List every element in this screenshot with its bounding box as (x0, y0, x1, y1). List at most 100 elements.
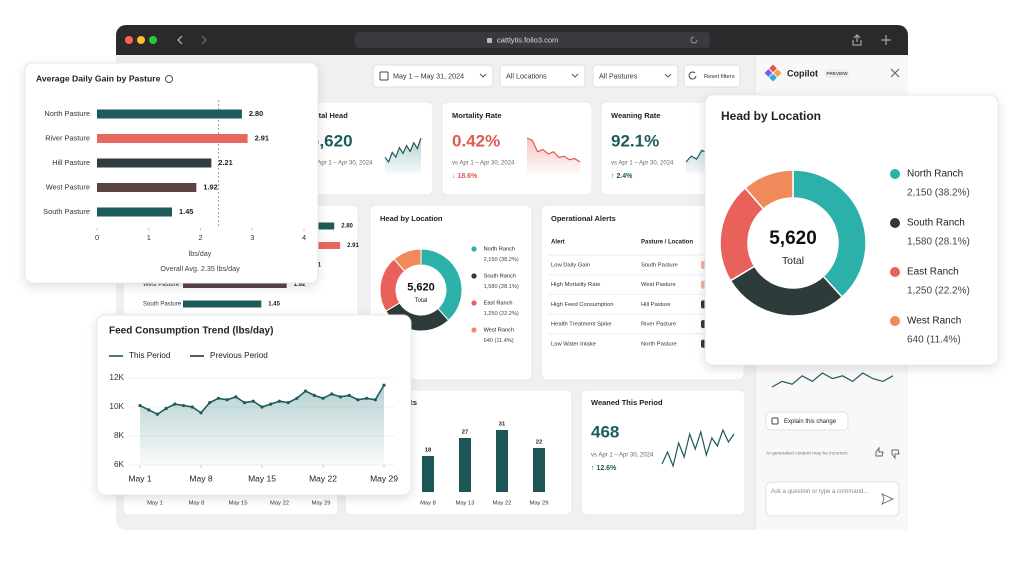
card (580, 389, 746, 516)
bar (422, 456, 434, 492)
point (373, 398, 377, 402)
x-tick-label: 3 (250, 233, 254, 242)
value-label: 1.92 (294, 282, 306, 288)
legend-dot (471, 327, 477, 333)
alert-location: South Pasture (641, 263, 678, 269)
filter-dropdown[interactable] (499, 64, 586, 88)
value-label: 1.45 (179, 207, 193, 216)
legend-label: North Ranch (907, 169, 963, 180)
legend-value: 1,250 (22.2%) (907, 286, 970, 297)
card-title: Weaned This Period (591, 398, 663, 407)
legend-label: East Ranch (484, 300, 513, 306)
share[interactable] (852, 34, 862, 46)
legend-label: East Ranch (907, 267, 959, 278)
point (338, 395, 343, 399)
url-bar[interactable] (355, 32, 710, 48)
send-icon[interactable] (881, 493, 895, 505)
x-tick-label: May 29 (311, 501, 330, 507)
zoom-dot[interactable] (149, 36, 157, 44)
point (347, 393, 351, 397)
x-tick-label: May 15 (248, 473, 276, 483)
badge-text: PREVIEW (826, 71, 848, 76)
new-tab[interactable] (881, 35, 891, 45)
chevron (664, 73, 672, 78)
point (147, 408, 151, 412)
point (216, 396, 221, 400)
point (269, 402, 273, 406)
card-title: Head by Location (380, 214, 443, 223)
kpi-compare: vs Apr 1 – Apr 30, 2024 (310, 161, 373, 167)
point (138, 403, 142, 408)
alert-name: High Mortality Rate (551, 282, 600, 288)
category-label: West Pasture (143, 282, 180, 288)
chart-title: Average Daily Gain by Pasture (36, 73, 161, 83)
reload[interactable] (690, 36, 698, 44)
info-icon (165, 75, 173, 83)
legend-value: 2,150 (38.2%) (907, 188, 970, 199)
point (164, 406, 168, 411)
kpi-compare: vs Apr 1 – Apr 30, 2024 (611, 161, 674, 167)
point (286, 401, 290, 405)
chevron (479, 73, 487, 78)
filter-text: All Pastures (599, 71, 638, 80)
point (242, 401, 247, 405)
explain-icon (771, 417, 779, 425)
bar (183, 281, 287, 288)
bar (97, 134, 248, 143)
thumb-up[interactable] (875, 446, 884, 457)
y-tick-label: 12K (109, 373, 124, 382)
point (190, 405, 194, 409)
legend-value: 1,580 (28.1%) (907, 237, 970, 248)
donut-total: 5,620 (407, 282, 435, 294)
x-tick-label: May 15 (228, 501, 247, 507)
forward[interactable] (201, 35, 207, 45)
legend-label: Previous Period (210, 351, 268, 360)
point (234, 395, 238, 399)
legend-dot (890, 316, 900, 326)
value-label: 31 (499, 422, 506, 428)
reference-label: Overall Avg. 2.35 lbs/day (160, 264, 240, 273)
value-label: 2.91 (347, 243, 359, 249)
point (312, 393, 316, 397)
value-label: 22 (536, 440, 542, 446)
value-label: 2.80 (249, 109, 263, 118)
bar (183, 300, 262, 308)
value-label: 2.21 (218, 158, 232, 167)
x-axis-label: lbs/day (189, 249, 212, 258)
card-title: Operational Alerts (551, 214, 616, 223)
floating-card (24, 62, 319, 284)
legend-value: 1,250 (22.2%) (484, 311, 519, 317)
reset-button[interactable] (683, 64, 741, 88)
thumb-down[interactable] (891, 449, 900, 460)
x-tick-label: May 22 (492, 501, 511, 507)
explain-button[interactable] (765, 411, 849, 431)
back[interactable] (177, 35, 183, 45)
bar (533, 448, 545, 492)
close-button[interactable] (890, 68, 900, 78)
donut-segment (792, 169, 867, 299)
date-picker[interactable] (372, 64, 494, 88)
chat-input[interactable] (765, 481, 900, 517)
bar (97, 158, 212, 168)
kpi-change: ↑ 12.6% (591, 465, 617, 472)
value-label: 1.45 (268, 302, 280, 308)
badge (825, 69, 849, 78)
x-tick-label: May 29 (370, 473, 398, 483)
donut-segment (393, 248, 422, 272)
kpi-title: Total Head (310, 111, 348, 120)
minimize-dot[interactable] (137, 36, 145, 44)
kpi-value: 0.42% (452, 131, 500, 150)
category-label: West Pasture (46, 182, 90, 191)
filter-dropdown[interactable] (592, 64, 679, 88)
point (303, 389, 308, 393)
close-dot[interactable] (125, 36, 133, 44)
x-tick-label: May 22 (270, 501, 289, 507)
kpi-change: ↑ 2.4% (611, 173, 633, 180)
x-tick-label: 0 (95, 233, 99, 242)
alert-name: Low Daily Gain (551, 263, 590, 269)
url: cattlytis.folio3.com (497, 35, 558, 44)
y-tick-label: 8K (114, 431, 125, 440)
point (382, 383, 386, 387)
